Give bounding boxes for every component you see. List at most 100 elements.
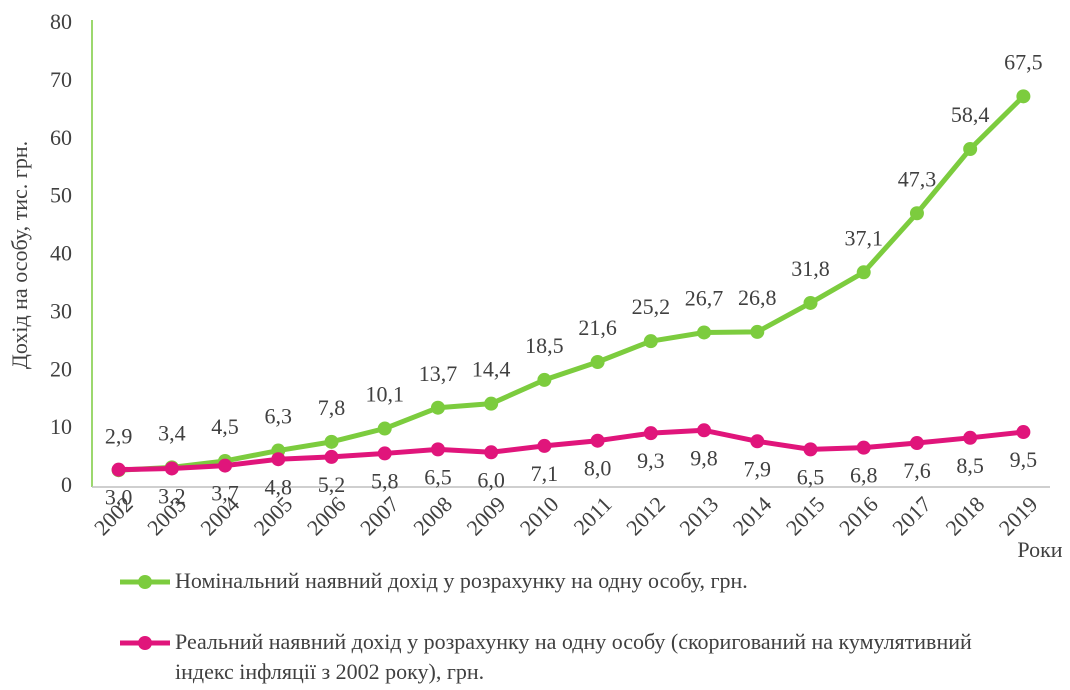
data-label: 6,5 [424, 464, 452, 489]
data-label: 18,5 [525, 333, 564, 358]
data-label: 21,6 [578, 315, 617, 340]
y-tick-label: 80 [50, 9, 72, 34]
point [324, 434, 339, 449]
data-label: 3,4 [158, 420, 186, 445]
x-tick-label: 2010 [515, 491, 564, 540]
y-tick-label: 0 [61, 472, 72, 497]
series-line [118, 427, 1024, 473]
y-tick-label: 10 [50, 414, 72, 439]
point [430, 400, 445, 415]
x-tick-label: 2016 [834, 491, 883, 540]
x-tick-label: 2006 [302, 491, 351, 540]
data-label: 4,8 [265, 474, 293, 499]
point [111, 462, 126, 477]
data-label: 7,1 [531, 461, 559, 486]
legend-entry: Реальний наявний дохід у розрахунку на о… [175, 629, 972, 684]
data-label: 5,8 [371, 468, 399, 493]
data-label: 3,7 [211, 481, 239, 506]
legend-marker [138, 636, 152, 650]
data-label: 37,1 [844, 225, 883, 250]
point [537, 438, 552, 453]
x-tick-label: 2013 [674, 491, 723, 540]
point [803, 295, 818, 310]
data-label: 31,8 [791, 256, 830, 281]
point [271, 452, 286, 467]
data-label: 7,8 [318, 395, 346, 420]
data-label: 26,7 [685, 286, 724, 311]
data-label: 6,0 [477, 467, 505, 492]
point [963, 142, 978, 157]
legend-marker [138, 575, 152, 589]
data-label: 7,9 [744, 456, 772, 481]
data-label: 26,8 [738, 285, 777, 310]
x-tick-label: 2015 [781, 491, 830, 540]
data-label: 5,2 [318, 472, 346, 497]
point [803, 442, 818, 457]
x-tick-label: 2018 [940, 491, 989, 540]
point [697, 325, 712, 340]
point [430, 442, 445, 457]
point [484, 396, 499, 411]
data-label: 3,2 [158, 484, 186, 509]
point [856, 265, 871, 280]
point [909, 436, 924, 451]
y-tick-label: 40 [50, 241, 72, 266]
x-tick-label: 2007 [355, 491, 404, 540]
data-label: 7,6 [903, 458, 931, 483]
data-label: 8,0 [584, 456, 612, 481]
y-tick-label: 70 [50, 67, 72, 92]
y-tick-label: 20 [50, 356, 72, 381]
point [1016, 425, 1031, 440]
x-tick-label: 2012 [621, 491, 670, 540]
y-axis-label: Дохід на особу, тис. грн. [7, 141, 32, 369]
data-label: 6,8 [850, 463, 878, 488]
x-axis-label: Роки [1017, 537, 1062, 562]
y-tick-label: 30 [50, 298, 72, 323]
point [1016, 89, 1031, 104]
point [590, 354, 605, 369]
point [377, 421, 392, 436]
data-label: 58,4 [951, 102, 990, 127]
point [537, 372, 552, 387]
data-label: 4,5 [211, 414, 239, 439]
x-tick-label: 2008 [408, 491, 457, 540]
data-label: 6,3 [265, 404, 293, 429]
data-label: 9,5 [1010, 447, 1038, 472]
x-tick-label: 2017 [887, 491, 936, 540]
y-tick-label: 60 [50, 125, 72, 150]
data-label: 13,7 [419, 361, 458, 386]
data-label: 2,9 [105, 423, 133, 448]
data-label: 9,3 [637, 448, 665, 473]
point [963, 430, 978, 445]
data-label: 9,8 [690, 445, 718, 470]
data-label: 10,1 [365, 382, 404, 407]
point [643, 334, 658, 349]
x-tick-label: 2009 [461, 491, 510, 540]
legend-entry: Номінальний наявний дохід у розрахунку н… [175, 568, 748, 593]
point [697, 423, 712, 438]
point [750, 434, 765, 449]
point [856, 440, 871, 455]
series-line [118, 94, 1026, 473]
data-label: 6,5 [797, 464, 825, 489]
point [909, 206, 924, 221]
point [484, 445, 499, 460]
point [643, 426, 658, 441]
point [218, 458, 233, 473]
y-tick-label: 50 [50, 183, 72, 208]
point [164, 461, 179, 476]
data-label: 14,4 [472, 357, 511, 382]
x-tick-label: 2019 [994, 491, 1043, 540]
point [750, 324, 765, 339]
data-label: 25,2 [632, 294, 671, 319]
point [377, 446, 392, 461]
data-label: 3,0 [105, 485, 133, 510]
x-tick-label: 2011 [568, 491, 616, 539]
point [590, 433, 605, 448]
x-tick-label: 2014 [728, 491, 777, 540]
point [324, 449, 339, 464]
data-label: 8,5 [956, 453, 984, 478]
data-label: 47,3 [898, 166, 937, 191]
